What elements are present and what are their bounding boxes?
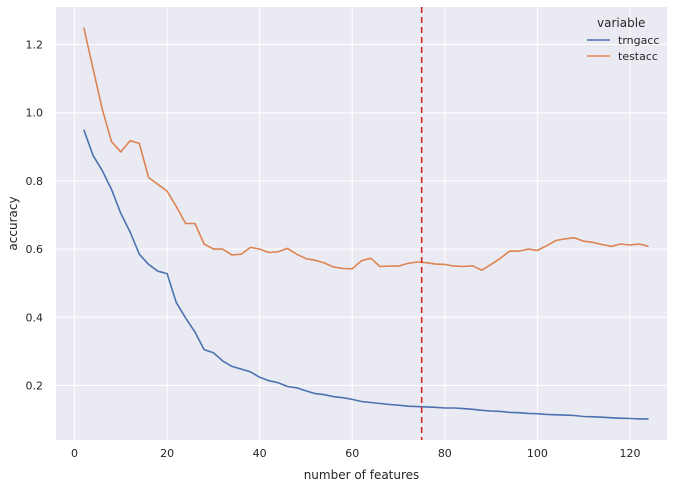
x-tick-labels: 0 20 40 60 80 100 120 <box>71 447 640 460</box>
y-tick-label: 0.2 <box>26 379 44 392</box>
grid <box>56 7 667 440</box>
y-tick-label: 0.6 <box>26 243 44 256</box>
y-axis-label: accuracy <box>6 196 20 250</box>
x-tick-label: 120 <box>619 447 640 460</box>
x-tick-label: 0 <box>71 447 78 460</box>
y-tick-label: 1.2 <box>26 39 44 52</box>
series-line-trngacc <box>83 129 649 420</box>
series-layer <box>83 27 649 420</box>
series-line-testacc <box>83 27 649 272</box>
y-tick-labels: 0.2 0.4 0.6 0.8 1.0 1.2 <box>26 39 44 393</box>
x-tick-label: 20 <box>160 447 174 460</box>
plot-background <box>56 7 667 440</box>
y-tick-label: 0.8 <box>26 175 44 188</box>
x-tick-label: 60 <box>345 447 359 460</box>
x-tick-label: 80 <box>438 447 452 460</box>
x-tick-label: 100 <box>527 447 548 460</box>
y-tick-label: 0.4 <box>26 311 44 324</box>
legend-label-trngacc: trngacc <box>618 34 659 47</box>
y-tick-label: 1.0 <box>26 107 44 120</box>
legend-label-testacc: testacc <box>618 50 658 63</box>
x-axis-label: number of features <box>304 468 420 482</box>
x-tick-label: 40 <box>253 447 267 460</box>
legend-title: variable <box>597 16 645 30</box>
legend: variable trngacc testacc <box>587 16 659 63</box>
